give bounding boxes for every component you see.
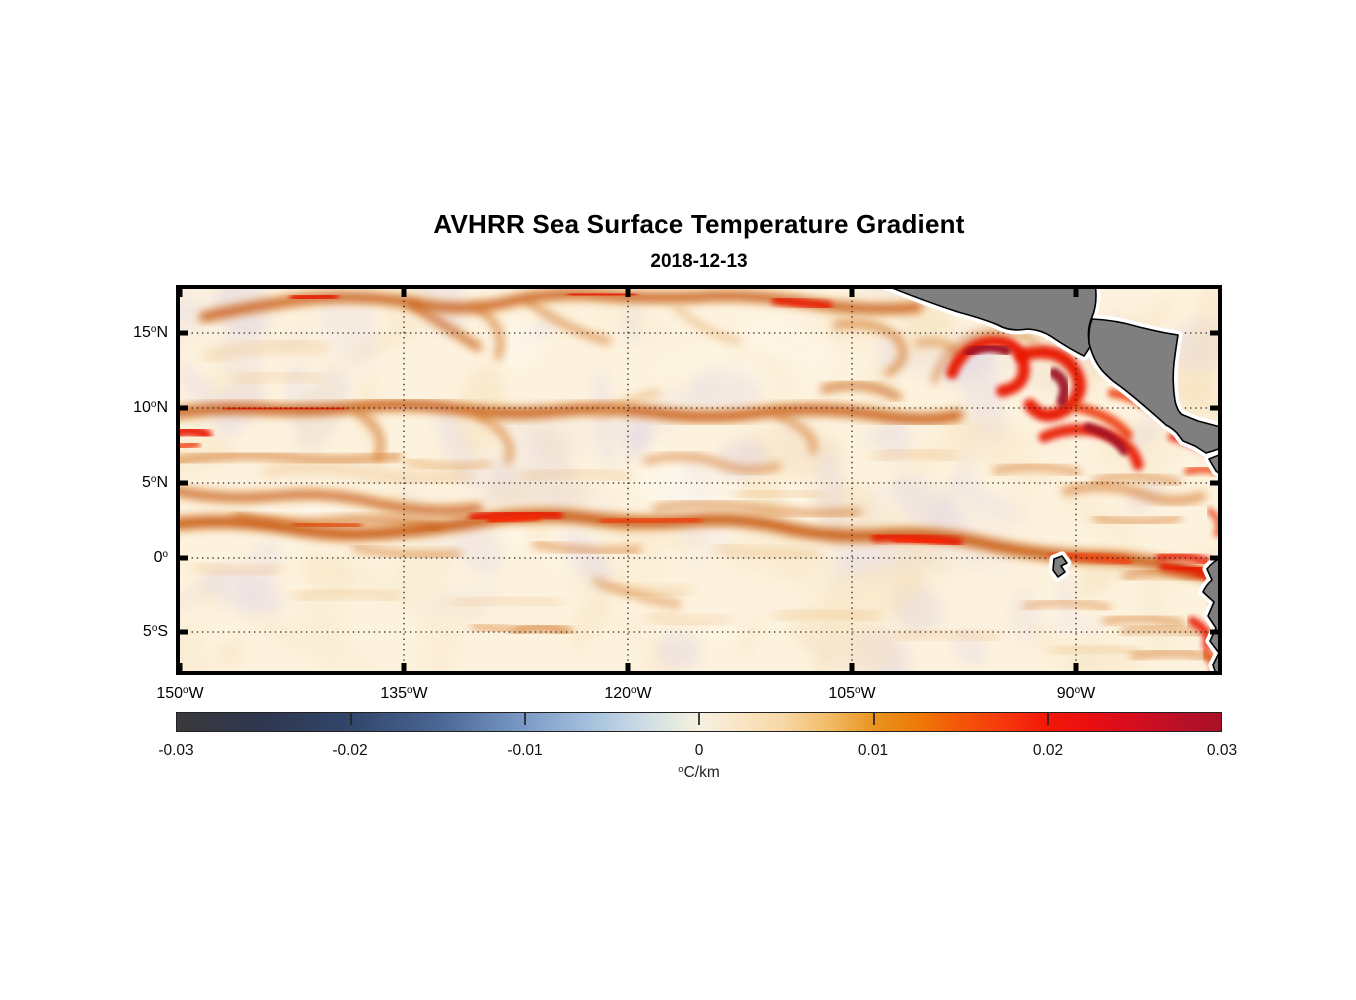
axes-frame — [176, 285, 1222, 675]
x-tick-label-150W: 150oW — [156, 684, 204, 702]
sst-gradient-map — [176, 285, 1222, 675]
colorbar-label-001: 0.01 — [857, 742, 889, 759]
map-plot-area — [176, 285, 1222, 675]
colorbar — [176, 712, 1222, 732]
y-tick-label-10N: 10oN — [133, 398, 168, 416]
y-tick-label-5N: 5oN — [142, 473, 168, 491]
x-tick-label-105W: 105oW — [828, 684, 876, 702]
y-tick-label-0: 0o — [153, 548, 168, 566]
colorbar-tick — [524, 713, 526, 725]
chart-subtitle: 2018-12-13 — [650, 251, 748, 272]
chart-title: AVHRR Sea Surface Temperature Gradient — [433, 209, 965, 239]
colorbar-label-neg003: -0.03 — [158, 742, 194, 759]
colorbar-label-002: 0.02 — [1032, 742, 1064, 759]
y-tick-label-5S: 5oS — [142, 622, 168, 640]
colorbar-tick — [1047, 713, 1049, 725]
x-tick-label-135W: 135oW — [380, 684, 428, 702]
colorbar-tick — [873, 713, 875, 725]
colorbar-label-neg001: -0.01 — [507, 742, 543, 759]
colorbar-label-0: 0 — [694, 742, 704, 759]
colorbar-unit-label: oC/km — [678, 763, 720, 781]
x-tick-label-120W: 120oW — [604, 684, 652, 702]
y-tick-label-15N: 15oN — [133, 323, 168, 341]
colorbar-tick — [350, 713, 352, 725]
colorbar-tick — [698, 713, 700, 725]
x-tick-label-90W: 90oW — [1056, 684, 1096, 702]
colorbar-label-neg002: -0.02 — [332, 742, 368, 759]
colorbar-label-003: 0.03 — [1206, 742, 1238, 759]
